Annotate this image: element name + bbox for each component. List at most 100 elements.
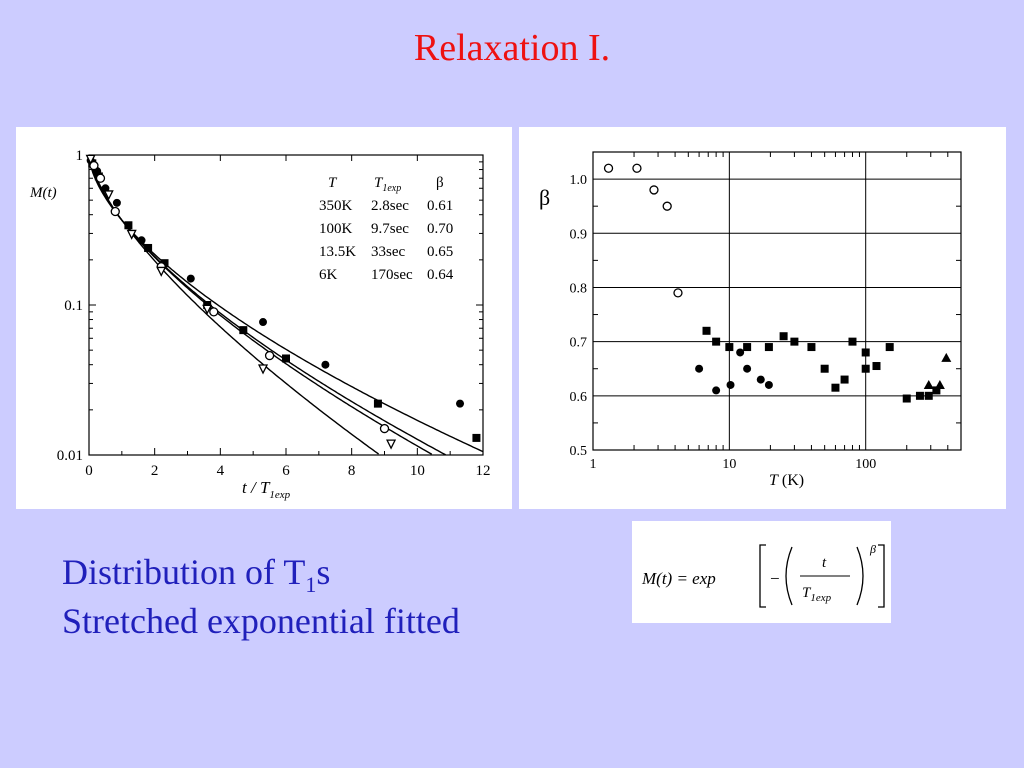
x-axis-label: T (K): [769, 472, 804, 489]
data-point: [137, 236, 146, 245]
x-tick-label: 6: [282, 463, 290, 479]
data-point: [160, 259, 169, 268]
data-point: [872, 362, 881, 371]
data-point: [743, 364, 752, 373]
data-point: [472, 433, 481, 442]
formula-numerator: t: [822, 555, 827, 571]
data-point: [603, 163, 614, 173]
data-point: [790, 337, 799, 346]
data-point: [321, 360, 330, 369]
magnetization-decay-plot: 0 2 4 6 8 10 12 1 0.1 0.01 M(t) t / T1exp T T1exp…: [29, 148, 491, 501]
data-point: [101, 184, 110, 193]
data-point: [702, 326, 711, 335]
data-point: [186, 274, 195, 283]
data-point: [124, 221, 133, 230]
legend-header-T1exp: T1exp: [374, 175, 401, 194]
slide-title: Relaxation I.: [413, 27, 611, 69]
left-bracket: [759, 544, 766, 608]
data-point: [885, 343, 894, 352]
legend-t1exp: 2.8sec: [371, 198, 409, 214]
data-point: [386, 439, 397, 450]
data-point: [902, 394, 911, 403]
legend-temperature: 13.5K: [319, 244, 356, 260]
x-tick-label: 2: [151, 463, 159, 479]
data-point: [807, 343, 816, 352]
data-point: [156, 266, 167, 277]
data-point: [726, 380, 735, 389]
plot-frame: [592, 151, 962, 451]
data-point: [103, 190, 114, 201]
x-tick-label: 10: [410, 463, 425, 479]
y-tick-label: 0.9: [570, 227, 588, 242]
data-point: [89, 160, 99, 171]
data-point: [725, 343, 734, 352]
legend-temperature: 350K: [319, 198, 353, 214]
x-tick-label: 12: [476, 463, 491, 479]
data-point: [126, 229, 137, 240]
fit-curve: [88, 154, 380, 455]
right-bracket: [878, 544, 885, 608]
y-tick-label: 0.01: [57, 448, 83, 464]
x-tick-label: 4: [217, 463, 225, 479]
data-point: [112, 198, 121, 207]
y-tick-label: 1: [76, 148, 84, 164]
data-point: [736, 348, 745, 357]
caption-distribution: Distribution of T1s: [62, 552, 331, 598]
right-paren: [856, 546, 864, 606]
formula-denominator: T1exp: [802, 585, 832, 604]
legend-header-beta: β: [436, 175, 444, 191]
x-tick-label: 0: [85, 463, 93, 479]
legend-header-T: T: [328, 175, 338, 191]
data-point: [779, 332, 788, 341]
y-tick-label: 0.5: [570, 444, 588, 459]
data-point: [915, 391, 924, 400]
data-point: [673, 288, 683, 298]
data-point: [649, 185, 659, 195]
data-point: [695, 364, 704, 373]
data-point: [144, 243, 153, 252]
data-point: [110, 206, 120, 217]
legend-t1exp: 9.7sec: [371, 221, 409, 237]
data-point: [209, 307, 219, 317]
legend-t1exp: 170sec: [371, 267, 413, 283]
legend-t1exp: 33sec: [371, 244, 405, 260]
data-point: [85, 154, 96, 165]
x-tick-label: 8: [348, 463, 356, 479]
data-point: [95, 173, 106, 183]
legend-temperature: 100K: [319, 221, 353, 237]
x-tick-label: 10: [722, 457, 736, 472]
data-point: [764, 343, 773, 352]
y-tick-label: 0.6: [570, 390, 588, 405]
fit-curve: [88, 154, 484, 453]
formula-exponent: β: [869, 542, 876, 556]
data-point: [259, 318, 268, 327]
y-tick-label: 0.7: [570, 336, 588, 351]
legend-temperature: 6K: [319, 267, 338, 283]
data-point: [848, 337, 857, 346]
data-point: [820, 364, 829, 373]
y-tick-label: 1.0: [570, 173, 588, 188]
data-point: [840, 375, 849, 384]
data-point: [239, 326, 248, 335]
data-point: [264, 350, 275, 361]
y-tick-label: 0.1: [64, 298, 83, 314]
plot-frame: [88, 154, 484, 456]
x-tick-label: 1: [590, 457, 597, 472]
data-point: [662, 201, 672, 211]
data-point: [923, 379, 934, 389]
y-tick-label: 0.8: [570, 281, 588, 296]
caption-stretched-exponential: Stretched exponential fitted: [62, 601, 460, 641]
beta-vs-temperature-chart: 0.5 0.6 0.7 0.8 0.9 1.0 1 10 100 β T (K): [519, 127, 1006, 509]
x-axis-label: t / T1exp: [242, 478, 291, 501]
magnetization-decay-chart: 0 2 4 6 8 10 12 1 0.1 0.01 M(t) t / T1exp T T1exp…: [16, 127, 512, 509]
y-axis-label: M(t): [29, 185, 57, 201]
stretched-exponential-formula: M(t) = exp − t T1exp β: [632, 521, 891, 623]
data-point: [941, 352, 952, 362]
legend-beta: 0.64: [427, 267, 454, 283]
data-point: [712, 337, 721, 346]
data-point: [932, 386, 941, 395]
beta-temperature-plot: 0.5 0.6 0.7 0.8 0.9 1.0 1 10 100 β T (K): [539, 151, 962, 489]
formula-lhs: M(t) = exp: [641, 569, 716, 588]
data-point: [632, 163, 642, 173]
data-point: [831, 383, 840, 392]
